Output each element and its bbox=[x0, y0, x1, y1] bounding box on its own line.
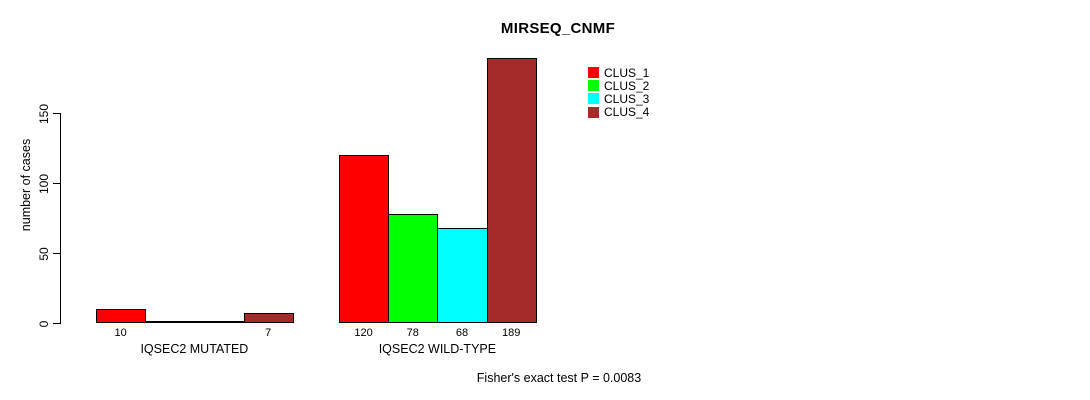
bar-value-label: 7 bbox=[265, 327, 272, 339]
bar-value-label: 120 bbox=[354, 327, 373, 339]
y-axis-tick-label: 50 bbox=[37, 247, 51, 261]
y-axis-tick bbox=[53, 323, 60, 325]
bar-value-label: 68 bbox=[455, 327, 469, 339]
bar-CLUS_3-group2 bbox=[437, 227, 488, 323]
bar-CLUS_2-group1-zero bbox=[145, 321, 196, 323]
bar-CLUS_4-group1 bbox=[243, 313, 294, 323]
bar-value-label: 78 bbox=[406, 327, 419, 339]
x-category-label: IQSEC2 MUTATED bbox=[140, 342, 249, 356]
bar-CLUS_4-group2 bbox=[486, 58, 537, 323]
y-axis-label: number of cases bbox=[19, 138, 33, 232]
chart-title: MIRSEQ_CNMF bbox=[500, 20, 616, 37]
legend-label: CLUS_4 bbox=[604, 105, 650, 120]
bar-CLUS_1-group2 bbox=[339, 155, 390, 323]
legend-item-CLUS_1: CLUS_1 bbox=[588, 66, 649, 79]
legend-item-CLUS_3: CLUS_3 bbox=[588, 92, 649, 105]
y-axis-tick-label: 0 bbox=[37, 320, 51, 328]
y-axis-tick-label: 150 bbox=[37, 103, 51, 125]
legend-swatch-CLUS_2 bbox=[588, 80, 599, 92]
legend-swatch-CLUS_4 bbox=[588, 106, 599, 118]
legend-swatch-CLUS_3 bbox=[588, 93, 599, 105]
bar-CLUS_2-group2 bbox=[388, 213, 439, 323]
legend-item-CLUS_2: CLUS_2 bbox=[588, 79, 649, 92]
bar-value-label: 189 bbox=[502, 327, 521, 339]
y-axis-tick bbox=[53, 253, 60, 255]
bar-CLUS_3-group1-zero bbox=[194, 321, 245, 323]
y-axis-line bbox=[60, 113, 62, 325]
y-axis-tick bbox=[53, 183, 60, 185]
legend-label: CLUS_1 bbox=[604, 65, 650, 80]
legend: CLUS_1 CLUS_2 CLUS_3 CLUS_4 bbox=[588, 66, 649, 119]
legend-swatch-CLUS_1 bbox=[588, 67, 599, 79]
bar-value-label: 10 bbox=[114, 327, 127, 339]
x-category-label: IQSEC2 WILD-TYPE bbox=[378, 342, 497, 356]
bar-CLUS_1-group1 bbox=[96, 309, 147, 323]
y-axis-tick bbox=[53, 113, 60, 115]
legend-label: CLUS_3 bbox=[604, 91, 650, 106]
legend-label: CLUS_2 bbox=[604, 78, 650, 93]
legend-item-CLUS_4: CLUS_4 bbox=[588, 106, 649, 119]
stats-caption: Fisher's exact test P = 0.0083 bbox=[476, 371, 642, 385]
y-axis-tick-label: 100 bbox=[37, 173, 51, 195]
